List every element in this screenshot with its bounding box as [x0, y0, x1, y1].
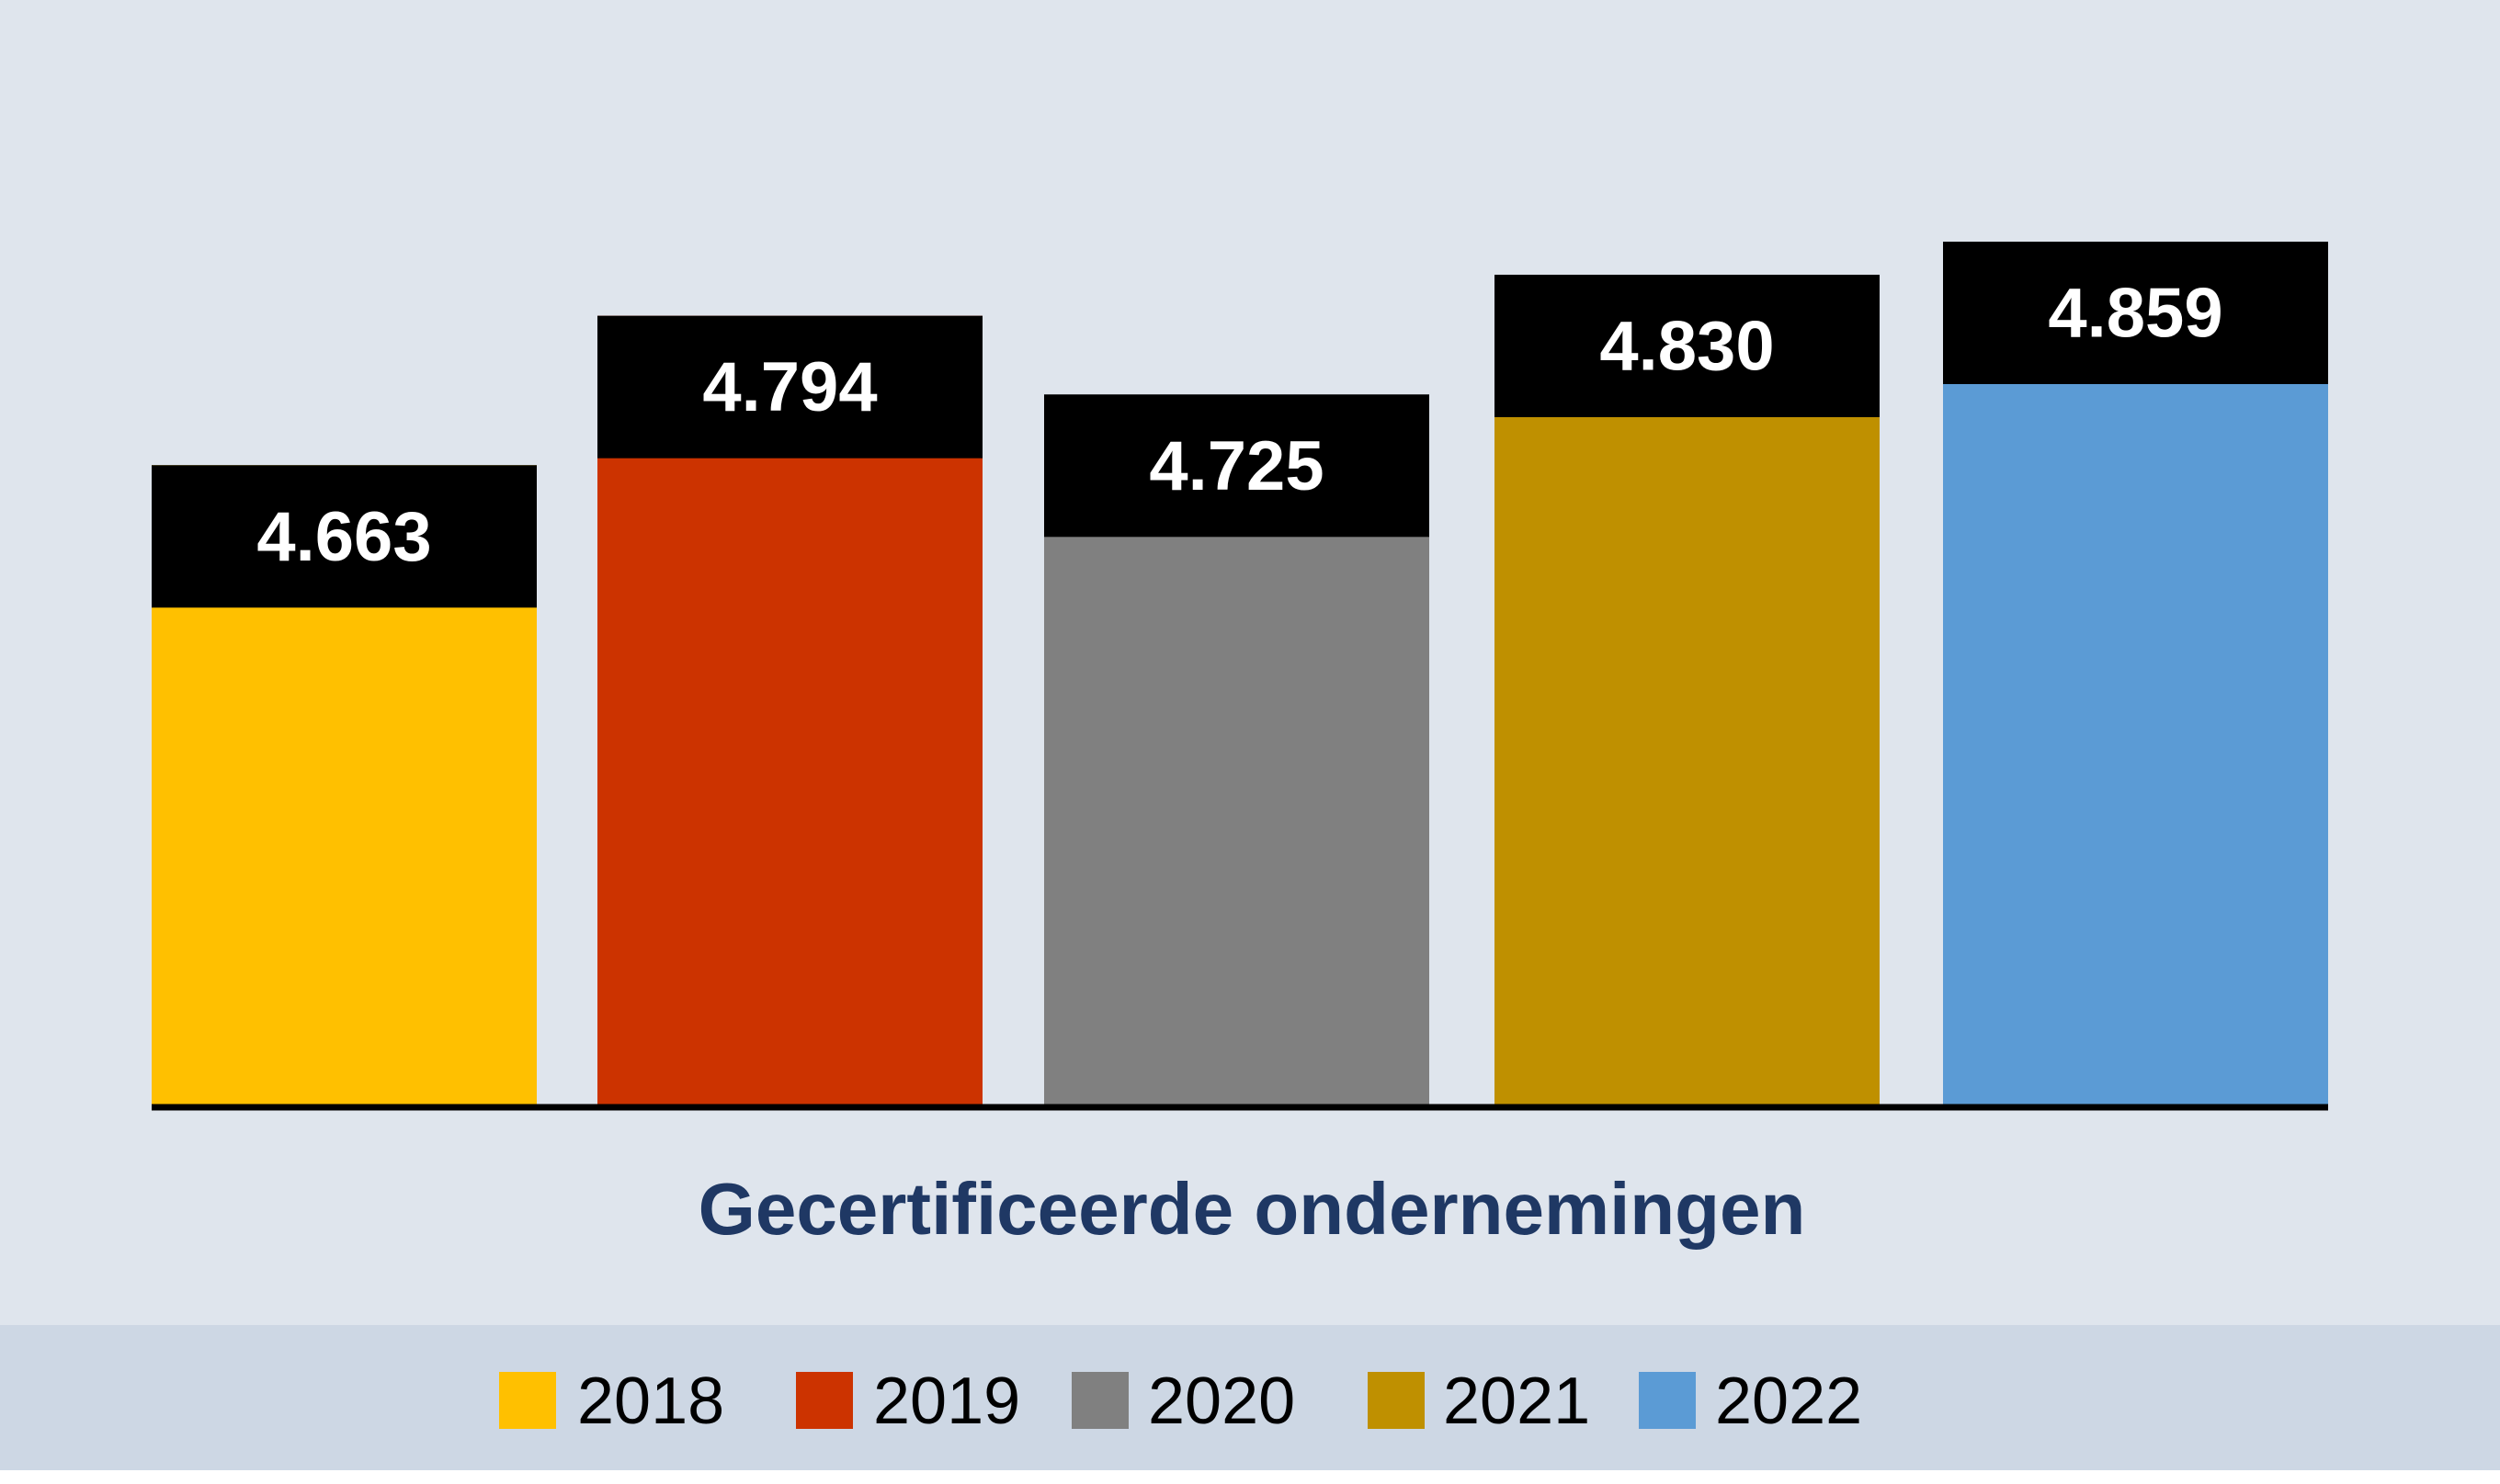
x-axis-title: Gecertificeerde ondernemingen — [699, 1168, 1806, 1250]
legend-swatch-2021 — [1368, 1372, 1425, 1429]
bar-label-box-2018 — [152, 465, 537, 608]
legend-label-2018: 2018 — [577, 1365, 724, 1438]
data-label-2019: 4.794 — [702, 348, 877, 426]
bar-2022 — [1943, 241, 2328, 1107]
bar-label-box-2020 — [1044, 394, 1429, 538]
legend-swatch-2018 — [499, 1372, 556, 1429]
legend-label-2019: 2019 — [873, 1365, 1020, 1438]
bar-label-box-2022 — [1943, 241, 2328, 384]
bar-label-box-2019 — [597, 315, 983, 459]
data-label-2020: 4.725 — [1149, 427, 1324, 505]
data-label-2022: 4.859 — [2048, 274, 2222, 352]
bottom-margin — [0, 1470, 2500, 1484]
data-label-2018: 4.663 — [256, 498, 431, 576]
bar-label-box-2021 — [1494, 274, 1880, 417]
legend-label-2022: 2022 — [1715, 1365, 1862, 1438]
data-label-2021: 4.830 — [1599, 307, 1774, 385]
legend-swatch-2022 — [1639, 1372, 1696, 1429]
legend-background — [0, 1325, 2500, 1470]
legend-label-2020: 2020 — [1148, 1365, 1295, 1438]
legend-label-2021: 2021 — [1443, 1365, 1590, 1438]
legend-swatch-2019 — [796, 1372, 853, 1429]
legend-swatch-2020 — [1072, 1372, 1129, 1429]
